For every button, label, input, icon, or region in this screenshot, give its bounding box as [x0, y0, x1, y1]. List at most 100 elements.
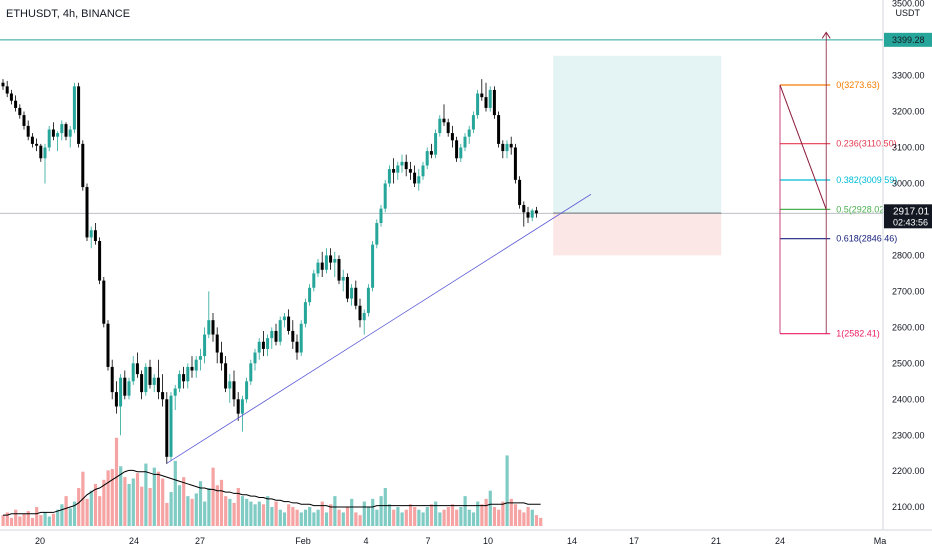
candle-body	[51, 129, 55, 137]
volume-bar	[379, 496, 383, 526]
candle-body	[476, 93, 480, 116]
volume-bar	[266, 496, 270, 526]
fib-level-label: 0.5(2928.02)	[836, 204, 887, 214]
candle-body	[505, 143, 509, 152]
x-tick-label: 4	[363, 536, 368, 546]
x-tick-label: 17	[629, 536, 639, 546]
candle-body	[106, 323, 110, 367]
fib-level-label: 0.236(3110.50)	[836, 139, 896, 149]
x-tick-label: 21	[711, 536, 721, 546]
volume-bar	[371, 498, 375, 526]
volume-bar	[295, 509, 299, 526]
volume-bar	[43, 512, 47, 526]
volume-bar	[203, 501, 207, 526]
volume-bar	[98, 496, 102, 526]
candle-body	[60, 124, 64, 134]
price-countdown-text: 02:43:56	[893, 217, 928, 227]
candle-body	[98, 241, 102, 281]
volume-bar	[186, 496, 190, 526]
candle-body	[488, 89, 492, 108]
volume-bar	[14, 509, 18, 526]
volume-bar	[35, 507, 39, 526]
candle-body	[425, 151, 429, 166]
volume-bar	[417, 509, 421, 526]
volume-bar	[278, 509, 282, 526]
x-tick-label: 20	[35, 536, 45, 546]
candle-body	[358, 305, 362, 321]
volume-bar	[484, 498, 488, 526]
y-tick-label: 2200.00	[892, 466, 925, 476]
volume-bar	[68, 508, 72, 526]
volume-bar	[421, 512, 425, 526]
volume-bar	[383, 488, 387, 526]
candle-body	[492, 89, 496, 116]
candle-body	[43, 147, 47, 159]
candle-body	[329, 255, 333, 263]
volume-bar	[119, 466, 123, 526]
volume-bar	[337, 509, 341, 526]
volume-bar	[165, 502, 169, 526]
volume-bar	[127, 483, 131, 526]
volume-bar	[442, 509, 446, 526]
y-tick-label: 2600.00	[892, 322, 925, 332]
candle-body	[287, 316, 291, 331]
y-tick-label: 2400.00	[892, 394, 925, 404]
volume-bar	[64, 496, 68, 526]
volume-bar	[140, 486, 144, 526]
candle-body	[350, 287, 354, 299]
candle-body	[534, 210, 538, 214]
horizontal-level-tag	[884, 32, 932, 47]
volume-bar	[274, 501, 278, 526]
volume-bar	[459, 507, 463, 526]
candle-body	[219, 352, 223, 364]
volume-bar	[362, 501, 366, 526]
volume-bar	[530, 509, 534, 526]
candle-body	[203, 334, 207, 357]
volume-bar	[236, 488, 240, 526]
volume-bar	[404, 509, 408, 526]
volume-bar	[60, 504, 64, 526]
volume-bar	[358, 515, 362, 526]
candle-body	[177, 374, 181, 389]
candle-body	[165, 399, 169, 457]
candle-body	[387, 169, 391, 184]
candle-body	[232, 381, 236, 400]
candle-body	[26, 125, 30, 137]
volume-bar	[156, 471, 161, 526]
volume-bar	[110, 469, 114, 526]
fib-trend-line	[779, 84, 827, 210]
volume-ma-line	[3, 469, 541, 516]
volume-bar	[287, 504, 291, 526]
candle-body	[77, 86, 81, 144]
candle-body	[89, 230, 93, 238]
candle-body	[123, 377, 127, 396]
candle-body	[81, 143, 85, 188]
candle-body	[135, 363, 139, 375]
fib-level-label: 0(3273.63)	[836, 80, 880, 90]
x-tick-label: Feb	[295, 536, 311, 546]
volume-bar	[123, 477, 127, 526]
volume-bar	[131, 478, 135, 526]
y-tick-label: 2100.00	[892, 502, 925, 512]
candle-body	[522, 205, 526, 213]
volume-bar	[144, 463, 148, 526]
volume-bar	[161, 478, 165, 526]
volume-bar	[152, 467, 156, 526]
volume-bar	[492, 507, 497, 526]
candle-body	[324, 255, 328, 270]
y-tick-label: 2500.00	[892, 358, 925, 368]
candle-body	[501, 143, 505, 152]
candle-body	[413, 172, 417, 184]
volume-bar	[299, 512, 303, 526]
volume-bar	[5, 512, 9, 526]
candle-body	[459, 147, 463, 159]
candle-body	[169, 395, 173, 457]
symbol-title: ETHUSDT, 4h, BINANCE	[6, 8, 131, 20]
candle-body	[236, 399, 240, 414]
volume-bar	[513, 504, 518, 526]
y-tick-label: 3000.00	[892, 178, 925, 188]
y-tick-label: 3100.00	[892, 142, 925, 152]
volume-bar	[303, 509, 308, 526]
volume-bar	[308, 507, 312, 526]
